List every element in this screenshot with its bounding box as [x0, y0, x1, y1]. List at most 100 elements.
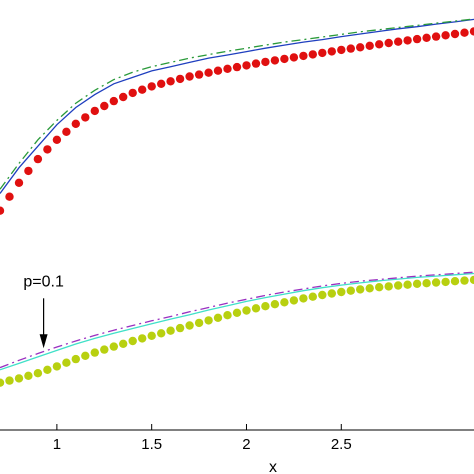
x-tick-label: 1: [53, 436, 61, 453]
data-point: [62, 127, 71, 136]
series-4: [0, 272, 474, 371]
data-point: [318, 290, 327, 300]
x-tick-label: 2: [242, 436, 250, 453]
data-point: [327, 47, 336, 56]
data-point: [394, 37, 403, 46]
x-tick-label: 1.5: [141, 436, 162, 453]
data-point: [242, 61, 251, 70]
data-point: [299, 51, 308, 61]
data-point: [223, 311, 232, 320]
data-point: [327, 289, 336, 298]
data-point: [194, 318, 204, 328]
series-2: [0, 18, 474, 190]
data-point: [308, 50, 317, 59]
data-point: [403, 36, 412, 45]
data-point: [469, 275, 474, 285]
data-point: [213, 313, 223, 322]
data-point: [251, 59, 261, 68]
data-point: [213, 66, 223, 75]
data-point: [14, 178, 24, 187]
data-point: [81, 113, 90, 122]
data-point: [128, 336, 137, 346]
data-point: [337, 45, 346, 55]
data-point: [119, 339, 128, 348]
data-point: [318, 48, 327, 58]
data-point: [375, 283, 384, 292]
data-point: [261, 302, 270, 311]
data-point: [346, 286, 355, 295]
data-point: [450, 29, 460, 39]
data-point: [185, 321, 194, 330]
data-point: [422, 33, 431, 42]
data-point: [308, 292, 317, 301]
data-point: [71, 119, 81, 128]
data-point: [204, 68, 213, 77]
data-point: [365, 41, 374, 50]
data-point: [100, 345, 109, 354]
data-point: [337, 287, 346, 297]
data-point: [469, 27, 474, 36]
data-point: [14, 374, 24, 383]
data-point: [43, 145, 52, 154]
annotation-arrow-head: [39, 334, 48, 349]
data-point: [280, 54, 289, 64]
data-point: [90, 348, 100, 357]
data-point: [289, 53, 299, 62]
data-point: [119, 92, 128, 102]
data-point: [166, 77, 175, 86]
annotation-label: p=0.1: [23, 273, 64, 290]
data-point: [384, 38, 393, 48]
data-point: [450, 277, 460, 286]
data-point: [185, 72, 194, 81]
x-axis-label: x: [269, 459, 277, 474]
data-point: [441, 31, 450, 40]
series-3: [0, 27, 474, 215]
x-tick-label: 2.5: [331, 436, 352, 453]
data-point: [356, 285, 365, 294]
series-layer: [0, 18, 474, 387]
data-point: [431, 32, 441, 41]
axes-layer: 1 1.5 2 2.5 x: [0, 424, 474, 474]
data-point: [24, 166, 33, 176]
data-point: [175, 323, 185, 333]
data-point: [422, 279, 431, 288]
series-6: [0, 275, 474, 387]
data-point: [204, 316, 213, 325]
data-point: [0, 206, 5, 215]
series-1: [0, 18, 474, 194]
data-point: [194, 70, 204, 79]
series-line: [0, 271, 474, 369]
data-point: [375, 40, 384, 49]
data-point: [24, 371, 33, 380]
data-point: [384, 282, 393, 291]
series-line: [0, 272, 474, 371]
data-point: [289, 296, 299, 305]
series-line: [0, 18, 474, 190]
data-point: [0, 378, 5, 387]
data-point: [412, 279, 422, 288]
data-point: [412, 34, 422, 44]
data-point: [33, 369, 43, 378]
data-point: [128, 88, 137, 98]
series-5: [0, 271, 474, 369]
data-point: [431, 278, 441, 287]
data-point: [138, 85, 147, 94]
data-point: [43, 365, 52, 374]
data-point: [394, 281, 403, 290]
data-point: [157, 79, 166, 89]
data-point: [441, 277, 450, 287]
data-point: [62, 358, 71, 367]
data-point: [147, 331, 156, 340]
series-line: [0, 18, 474, 194]
data-point: [147, 82, 156, 91]
data-point: [33, 154, 43, 164]
data-point: [138, 334, 147, 343]
data-point: [403, 280, 412, 289]
data-point: [5, 192, 14, 201]
data-point: [232, 62, 242, 72]
data-point: [100, 101, 109, 111]
data-point: [90, 106, 100, 116]
data-point: [5, 376, 14, 385]
